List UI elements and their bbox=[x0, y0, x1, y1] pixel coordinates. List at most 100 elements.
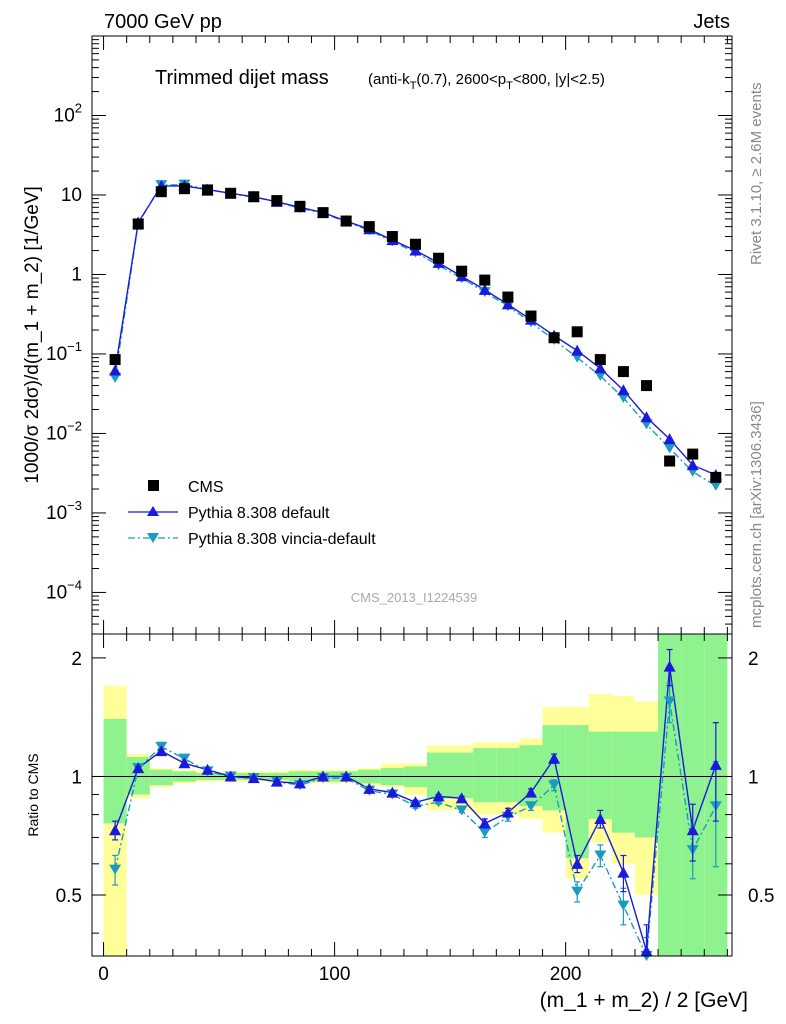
y-tick-label: 10−3 bbox=[46, 498, 82, 524]
ratio-marker-vincia bbox=[571, 886, 584, 897]
band-inner bbox=[634, 731, 659, 838]
title-sub: (anti-kT(0.7), 2600<pT<800, |y|<2.5) bbox=[368, 71, 605, 92]
band-inner bbox=[588, 731, 612, 819]
ratio-marker-default bbox=[709, 758, 722, 770]
marker-cms bbox=[317, 207, 329, 219]
ratio-marker-default bbox=[363, 782, 376, 794]
band-inner bbox=[473, 748, 497, 803]
ratio-marker-default bbox=[293, 777, 306, 789]
marker-cms bbox=[178, 183, 190, 195]
marker-cms bbox=[132, 218, 144, 230]
marker-cms bbox=[617, 366, 629, 378]
main-y-ticks: 10−4 10−3 10−2 10−1 1 10 102 bbox=[46, 35, 732, 635]
y-tick-label: 10 bbox=[61, 185, 82, 206]
ratio-y-tick-label-right: 2 bbox=[748, 649, 759, 670]
band-inner bbox=[542, 725, 566, 811]
band-inner bbox=[149, 769, 173, 786]
marker-cms bbox=[641, 380, 653, 392]
ratio-marker-default bbox=[109, 824, 122, 836]
ratio-y-tick-label: 1 bbox=[71, 767, 82, 788]
ratio-marker-default bbox=[340, 770, 353, 782]
title-main: Trimmed dijet mass bbox=[155, 67, 329, 89]
legend-label-cms: CMS bbox=[188, 479, 224, 496]
marker-cms bbox=[386, 231, 398, 243]
marker-default bbox=[501, 298, 514, 310]
ratio-marker-default bbox=[201, 763, 214, 775]
ratio-marker-default bbox=[524, 786, 537, 798]
ratio-marker-default bbox=[548, 752, 561, 764]
marker-cms bbox=[548, 332, 560, 344]
ratio-marker-default bbox=[571, 857, 584, 869]
y-tick-label: 1 bbox=[71, 264, 82, 285]
band-inner bbox=[519, 745, 543, 807]
ratio-marker-default bbox=[247, 772, 260, 784]
legend: CMS Pythia 8.308 default Pythia 8.308 vi… bbox=[128, 479, 376, 548]
ratio-marker-default bbox=[224, 770, 237, 782]
ratio-marker-default bbox=[501, 806, 514, 818]
x-tick-label: 200 bbox=[550, 964, 582, 985]
marker-cms bbox=[433, 252, 445, 264]
marker-cms bbox=[571, 326, 583, 338]
marker-vincia bbox=[617, 392, 630, 403]
ratio-y-axis-label: Ratio to CMS bbox=[25, 753, 41, 836]
ratio-markers bbox=[109, 648, 722, 961]
marker-default bbox=[640, 411, 653, 423]
marker-cms bbox=[271, 195, 283, 207]
ratio-y-tick-label-right: 1 bbox=[748, 767, 759, 788]
marker-default bbox=[109, 364, 122, 376]
legend-marker-default bbox=[147, 506, 159, 516]
x-tick-label: 0 bbox=[98, 964, 109, 985]
band-inner bbox=[496, 748, 520, 803]
ratio-marker-default bbox=[478, 817, 491, 829]
main-panel: 10−4 10−3 10−2 10−1 1 10 102 CMS_2013_I1224539… bbox=[22, 35, 733, 635]
ratio-panel: 0.5 0.5 1 1 2 2 0 100 200 Ratio to CMS (m_1 + m_… bbox=[25, 633, 774, 1012]
ratio-y-tick-label: 0.5 bbox=[56, 886, 82, 907]
ratio-marker-vincia bbox=[455, 805, 468, 816]
legend-label-vincia: Pythia 8.308 vincia-default bbox=[188, 531, 376, 548]
ratio-marker-vincia bbox=[478, 827, 491, 838]
marker-default bbox=[409, 244, 422, 256]
y-tick-label: 10−4 bbox=[46, 577, 82, 603]
series-line-vincia bbox=[114, 183, 717, 487]
marker-cms bbox=[525, 310, 537, 322]
band-inner bbox=[611, 731, 635, 833]
ratio-marker-vincia bbox=[109, 864, 122, 875]
marker-default bbox=[478, 283, 491, 295]
band-inner bbox=[565, 725, 589, 859]
legend-marker-vincia bbox=[147, 533, 159, 543]
y-tick-label: 10−2 bbox=[46, 418, 82, 444]
ratio-marker-default bbox=[386, 786, 399, 798]
marker-cms bbox=[363, 221, 375, 233]
marker-default bbox=[686, 459, 699, 471]
series-line-default bbox=[114, 185, 717, 476]
marker-default bbox=[571, 344, 584, 356]
marker-cms bbox=[664, 455, 676, 467]
ratio-marker-default bbox=[270, 775, 283, 787]
marker-default bbox=[594, 362, 607, 374]
x-axis-label: (m_1 + m_2) / 2 [GeV] bbox=[540, 989, 748, 1012]
marker-vincia bbox=[709, 480, 722, 491]
ratio-marker-default bbox=[686, 824, 699, 836]
side-label-bottom: mcplots.cern.ch [arXiv:1306.3436] bbox=[748, 401, 765, 628]
marker-cms bbox=[502, 291, 514, 303]
band-inner bbox=[427, 752, 451, 799]
ratio-marker-default bbox=[594, 812, 607, 824]
header-left: 7000 GeV pp bbox=[104, 11, 222, 33]
plot-title: Trimmed dijet mass (anti-kT(0.7), 2600<p… bbox=[155, 67, 605, 92]
main-markers bbox=[109, 179, 722, 491]
marker-cms bbox=[594, 354, 606, 366]
ratio-marker-default bbox=[155, 745, 168, 757]
marker-cms bbox=[202, 184, 214, 196]
watermark: CMS_2013_I1224539 bbox=[351, 590, 478, 605]
marker-vincia bbox=[663, 443, 676, 454]
ratio-marker-vincia bbox=[524, 801, 537, 812]
y-tick-label: 10−1 bbox=[46, 339, 82, 365]
main-series-lines bbox=[114, 183, 717, 487]
side-label-top: Rivet 3.1.10, ≥ 2.6M events bbox=[748, 83, 765, 266]
marker-cms bbox=[225, 187, 237, 199]
marker-cms bbox=[710, 471, 722, 483]
marker-default bbox=[617, 384, 630, 396]
legend-marker-cms bbox=[148, 480, 159, 491]
ratio-y-tick-label-right: 0.5 bbox=[748, 886, 774, 907]
ratio-marker-default bbox=[132, 762, 145, 774]
